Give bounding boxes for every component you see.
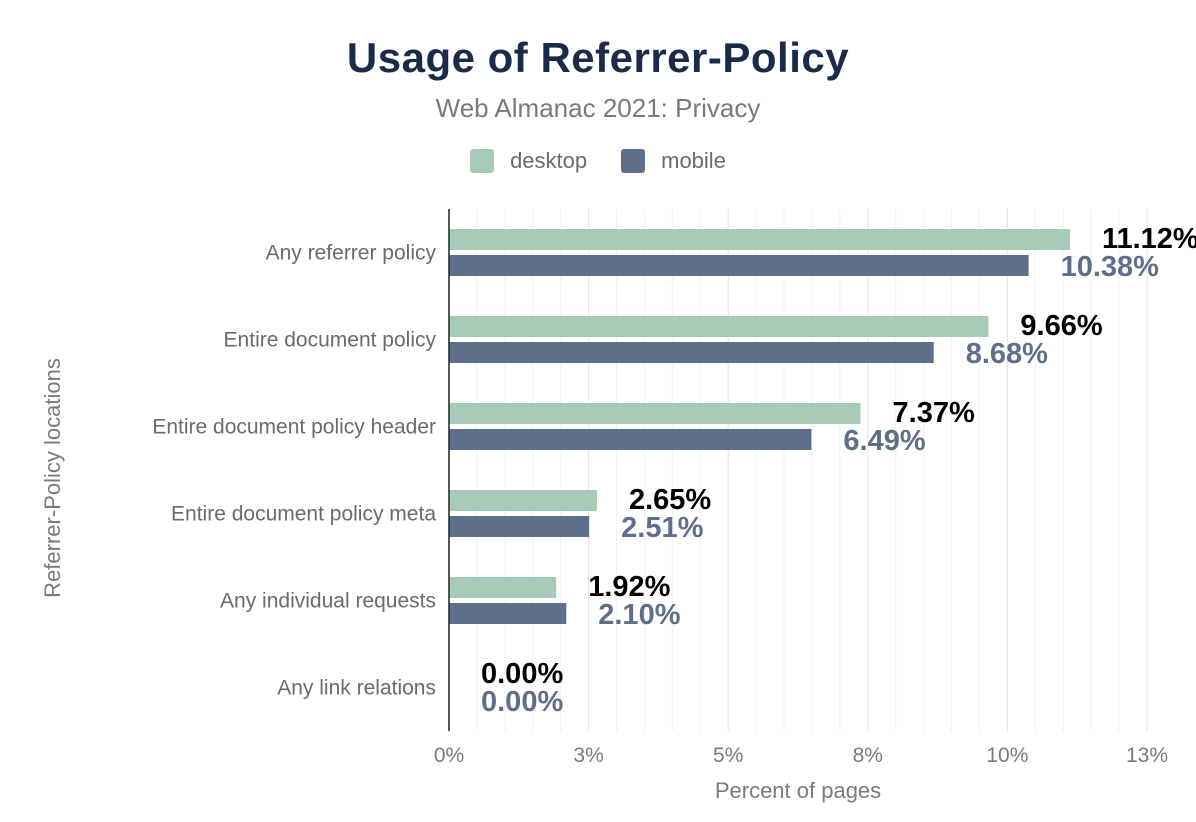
data-label-desktop: 7.37% bbox=[893, 397, 975, 429]
value-labels: 11.12%10.38% 9.66%8.68% 7.37%6.49% 2.65%2.5… bbox=[481, 223, 1196, 718]
x-axis-title: Percent of pages bbox=[715, 778, 881, 803]
data-label-mobile: 8.68% bbox=[966, 338, 1048, 370]
bar-mobile[interactable] bbox=[449, 603, 567, 624]
bar-desktop[interactable] bbox=[449, 403, 861, 424]
bars bbox=[449, 229, 1070, 624]
bar-desktop[interactable] bbox=[449, 229, 1070, 250]
chart-title: Usage of Referrer-Policy bbox=[346, 34, 850, 81]
data-label-mobile: 6.49% bbox=[843, 425, 925, 457]
category-label: Any referrer policy bbox=[266, 242, 437, 265]
category-label: Entire document policy meta bbox=[171, 503, 436, 526]
legend-item-desktop[interactable]: desktop bbox=[470, 148, 587, 174]
x-tick-label: 10% bbox=[986, 744, 1028, 767]
x-tick-label: 8% bbox=[853, 744, 883, 767]
legend-swatch-desktop bbox=[470, 149, 495, 173]
y-axis-title: Referrer-Policy locations bbox=[40, 358, 65, 598]
x-tick-label: 3% bbox=[573, 744, 603, 767]
data-label-desktop: 2.65% bbox=[629, 484, 711, 516]
data-label-desktop: 11.12% bbox=[1102, 223, 1196, 255]
category-label: Any individual requests bbox=[220, 590, 436, 613]
x-tick-label: 5% bbox=[713, 744, 743, 767]
data-label-desktop: 1.92% bbox=[588, 571, 670, 603]
x-tick-label: 0% bbox=[434, 744, 464, 767]
category-label: Any link relations bbox=[277, 677, 436, 700]
bar-mobile[interactable] bbox=[449, 342, 934, 363]
legend-item-mobile[interactable]: mobile bbox=[621, 148, 726, 174]
data-label-desktop: 0.00% bbox=[481, 658, 563, 690]
grid-lines bbox=[476, 209, 1148, 731]
bar-mobile[interactable] bbox=[449, 516, 590, 537]
data-label-mobile: 10.38% bbox=[1061, 251, 1160, 283]
bar-desktop[interactable] bbox=[449, 577, 557, 598]
data-label-mobile: 2.51% bbox=[621, 512, 703, 544]
data-label-desktop: 9.66% bbox=[1020, 310, 1102, 342]
chart-subtitle: Web Almanac 2021: Privacy bbox=[435, 93, 761, 123]
category-label: Entire document policy header bbox=[152, 416, 436, 439]
bar-desktop[interactable] bbox=[449, 316, 989, 337]
category-labels: Any referrer policy Entire document polic… bbox=[152, 242, 436, 700]
bar-desktop[interactable] bbox=[449, 490, 597, 511]
x-tick-labels: 0% 3% 5% 8% 10% 13% bbox=[434, 744, 1168, 767]
bar-mobile[interactable] bbox=[449, 429, 812, 450]
legend-label-desktop: desktop bbox=[510, 148, 588, 173]
category-label: Entire document policy bbox=[224, 329, 437, 352]
legend-label-mobile: mobile bbox=[661, 148, 726, 173]
legend-swatch-mobile bbox=[621, 149, 646, 173]
bar-mobile[interactable] bbox=[449, 255, 1029, 276]
legend: desktop mobile bbox=[0, 148, 1196, 174]
data-label-mobile: 0.00% bbox=[481, 686, 563, 718]
data-label-mobile: 2.10% bbox=[598, 599, 680, 631]
x-tick-label: 13% bbox=[1126, 744, 1168, 767]
